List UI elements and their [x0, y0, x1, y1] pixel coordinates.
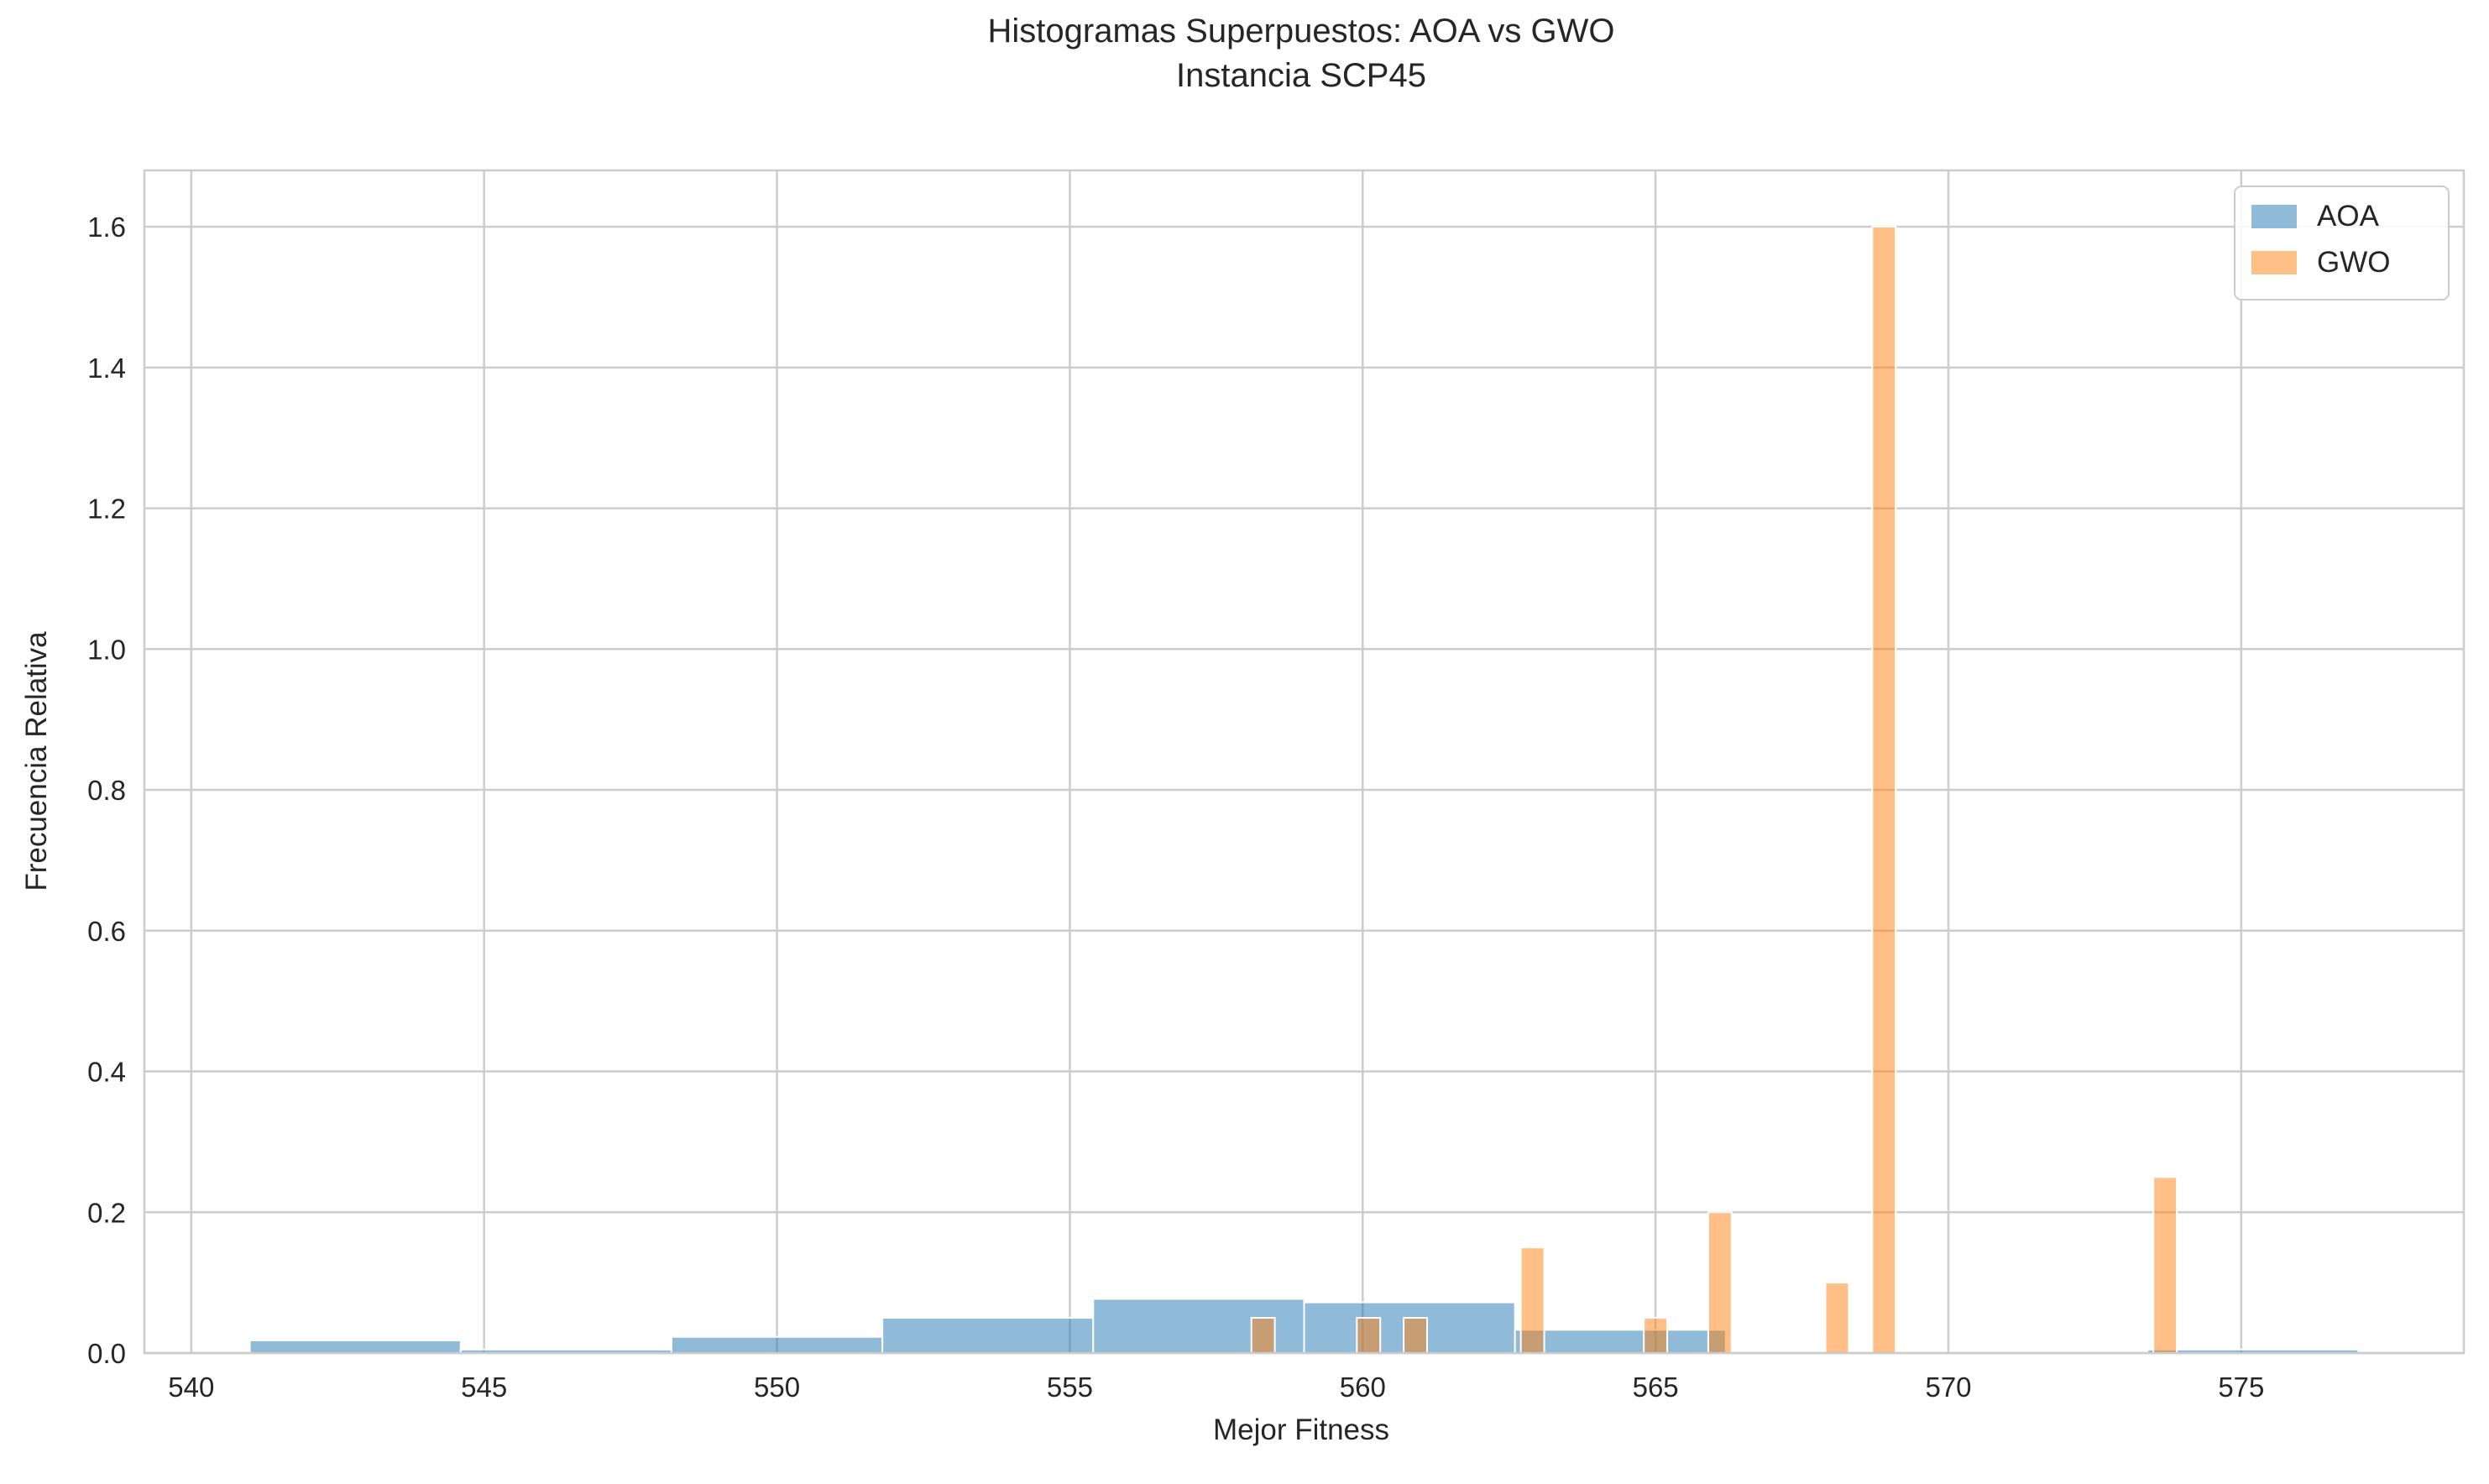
y-tick-label: 1.0: [87, 634, 126, 665]
bar-aoa: [1514, 1329, 1727, 1355]
x-tick-label: 540: [168, 1372, 214, 1403]
bar-gwo: [1824, 1282, 1850, 1355]
bar-gwo: [1707, 1211, 1733, 1355]
ticks-layer: 540 545 550 555 560 565 570 575 0.0 0.2 0.4 0.6 0.8 1…: [87, 212, 2264, 1403]
y-tick-label: 1.6: [87, 212, 126, 243]
bar-gwo: [1250, 1317, 1276, 1354]
x-tick-label: 570: [1925, 1372, 1971, 1403]
y-tick-label: 0.6: [87, 916, 126, 947]
bar-aoa: [248, 1339, 462, 1354]
bar-gwo: [2152, 1176, 2178, 1355]
bar-aoa: [670, 1335, 884, 1354]
y-tick-label: 0.4: [87, 1057, 126, 1088]
x-tick-label: 560: [1340, 1372, 1386, 1403]
y-axis-label: Frecuencia Relativa: [20, 631, 53, 891]
x-tick-label: 555: [1047, 1372, 1093, 1403]
grid-layer: [144, 170, 2464, 1355]
chart-subtitle: Instancia SCP45: [1176, 57, 1426, 94]
bar-gwo: [1643, 1317, 1669, 1354]
x-tick-label: 575: [2218, 1372, 2264, 1403]
legend-label-aoa: AOA: [2317, 200, 2380, 233]
bar-gwo: [1356, 1317, 1382, 1354]
bars-layer: [248, 226, 2360, 1355]
legend: AOA GWO: [2234, 186, 2450, 300]
y-tick-label: 0.0: [87, 1338, 126, 1369]
y-tick-label: 0.2: [87, 1197, 126, 1228]
plot-frame: [143, 169, 2465, 1355]
legend-swatch-aoa: [2251, 205, 2297, 228]
x-axis-label: Mejor Fitness: [1213, 1413, 1389, 1446]
x-tick-label: 550: [754, 1372, 800, 1403]
y-tick-label: 1.2: [87, 494, 126, 525]
bar-gwo: [1871, 226, 1897, 1355]
bar-gwo: [1519, 1246, 1545, 1354]
bar-aoa: [881, 1317, 1095, 1354]
bar-gwo: [1403, 1317, 1429, 1354]
legend-swatch-gwo: [2251, 251, 2297, 274]
chart-title: Histogramas Superpuestos: AOA vs GWO: [988, 13, 1615, 50]
legend-label-gwo: GWO: [2317, 246, 2390, 279]
x-tick-label: 545: [461, 1372, 507, 1403]
y-tick-label: 0.8: [87, 775, 126, 806]
y-tick-label: 1.4: [87, 353, 126, 384]
x-tick-label: 565: [1633, 1372, 1679, 1403]
